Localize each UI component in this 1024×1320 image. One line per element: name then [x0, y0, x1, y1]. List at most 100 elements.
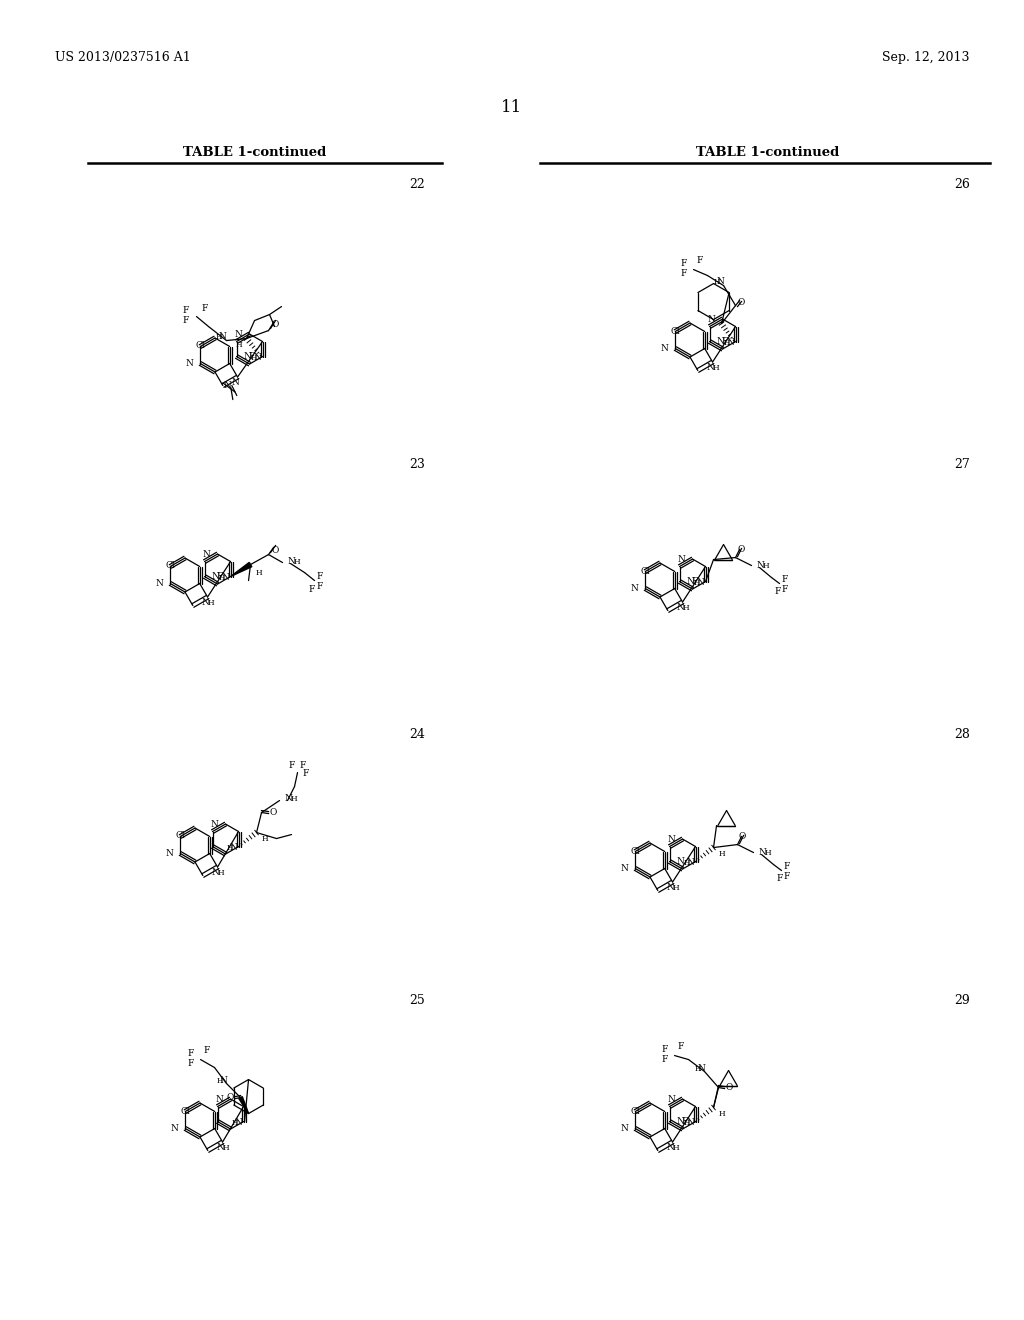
Text: N: N	[211, 820, 218, 829]
Text: O: O	[738, 545, 745, 554]
Text: Cl: Cl	[640, 566, 650, 576]
Text: F: F	[289, 762, 295, 770]
Text: N: N	[677, 603, 685, 612]
Text: H: H	[208, 598, 214, 607]
Text: N: N	[677, 857, 684, 866]
Text: F: F	[249, 351, 255, 360]
Text: O: O	[226, 1093, 233, 1102]
Text: H: H	[223, 1143, 229, 1151]
Text: N: N	[254, 352, 261, 362]
Text: N: N	[185, 359, 194, 368]
Text: N: N	[170, 1125, 178, 1133]
Text: N: N	[234, 1118, 243, 1127]
Text: N: N	[696, 578, 705, 587]
Text: Cl: Cl	[631, 846, 640, 855]
Text: F: F	[774, 587, 780, 597]
Polygon shape	[230, 562, 252, 577]
Text: Cl: Cl	[671, 326, 680, 335]
Text: F: F	[776, 874, 782, 883]
Text: N: N	[202, 598, 210, 607]
Text: H: H	[219, 574, 225, 582]
Text: O: O	[269, 808, 276, 817]
Text: F: F	[696, 256, 702, 265]
Text: Cl: Cl	[165, 561, 175, 570]
Text: H: H	[719, 850, 725, 858]
Text: N: N	[707, 363, 715, 372]
Text: 11: 11	[502, 99, 522, 116]
Text: H: H	[251, 354, 257, 362]
Text: N: N	[717, 337, 724, 346]
Text: US 2013/0237516 A1: US 2013/0237516 A1	[55, 51, 190, 65]
Text: N: N	[621, 865, 629, 873]
Text: N: N	[221, 573, 229, 582]
Text: F: F	[202, 304, 208, 313]
Text: N: N	[757, 561, 764, 570]
Polygon shape	[239, 1097, 249, 1114]
Text: H: H	[713, 363, 720, 371]
Text: N: N	[219, 333, 226, 341]
Text: H: H	[673, 1143, 680, 1151]
Text: F: F	[691, 577, 697, 586]
Text: O: O	[738, 298, 745, 308]
Text: O: O	[739, 832, 746, 841]
Text: F: F	[216, 572, 223, 581]
Text: F: F	[662, 1055, 668, 1064]
Text: F: F	[316, 582, 323, 591]
Text: N: N	[234, 330, 243, 338]
Text: N: N	[668, 1094, 676, 1104]
Text: N: N	[203, 549, 211, 558]
Text: N: N	[668, 834, 676, 843]
Text: H: H	[694, 578, 700, 586]
Text: F: F	[681, 1117, 688, 1126]
Text: N: N	[667, 1143, 675, 1152]
Text: F: F	[302, 770, 308, 777]
Text: N: N	[708, 314, 716, 323]
Text: H: H	[216, 333, 222, 341]
Text: H: H	[719, 1110, 725, 1118]
Text: Cl: Cl	[175, 832, 185, 841]
Text: O: O	[271, 319, 280, 329]
Text: H: H	[294, 557, 300, 565]
Text: N: N	[717, 277, 725, 286]
Text: H: H	[218, 869, 224, 876]
Text: Cl: Cl	[196, 342, 205, 351]
Text: N: N	[220, 1076, 227, 1085]
Text: N: N	[621, 1125, 629, 1133]
Text: 28: 28	[954, 729, 970, 742]
Text: N: N	[223, 381, 231, 391]
Text: F: F	[680, 269, 686, 279]
Text: F: F	[187, 1059, 194, 1068]
Text: H: H	[684, 858, 690, 866]
Text: N: N	[667, 883, 675, 892]
Text: H: H	[256, 569, 262, 577]
Text: 29: 29	[954, 994, 970, 1006]
Text: H: H	[673, 883, 680, 891]
Text: 26: 26	[954, 178, 970, 191]
Text: F: F	[781, 576, 787, 583]
Text: N: N	[231, 378, 240, 387]
Text: F: F	[783, 873, 790, 880]
Text: N: N	[244, 352, 252, 362]
Text: H: H	[217, 1077, 223, 1085]
Text: F: F	[187, 1049, 194, 1059]
Text: 23: 23	[410, 458, 425, 471]
Text: H: H	[231, 1118, 239, 1126]
Text: H: H	[684, 1118, 690, 1126]
Text: F: F	[783, 862, 790, 871]
Text: N: N	[677, 1117, 684, 1126]
Text: F: F	[204, 1045, 210, 1055]
Text: F: F	[308, 585, 314, 594]
Text: N: N	[285, 795, 293, 803]
Text: 22: 22	[410, 178, 425, 191]
Text: TABLE 1-continued: TABLE 1-continued	[696, 147, 840, 160]
Text: O: O	[726, 1082, 733, 1092]
Text: F: F	[678, 1041, 684, 1051]
Text: F: F	[182, 306, 188, 315]
Text: Cl: Cl	[631, 1106, 640, 1115]
Text: H: H	[695, 1064, 701, 1073]
Text: N: N	[212, 869, 220, 876]
Text: F: F	[662, 1045, 668, 1055]
Text: F: F	[299, 762, 306, 770]
Text: 24: 24	[410, 729, 425, 742]
Text: N: N	[217, 1143, 224, 1152]
